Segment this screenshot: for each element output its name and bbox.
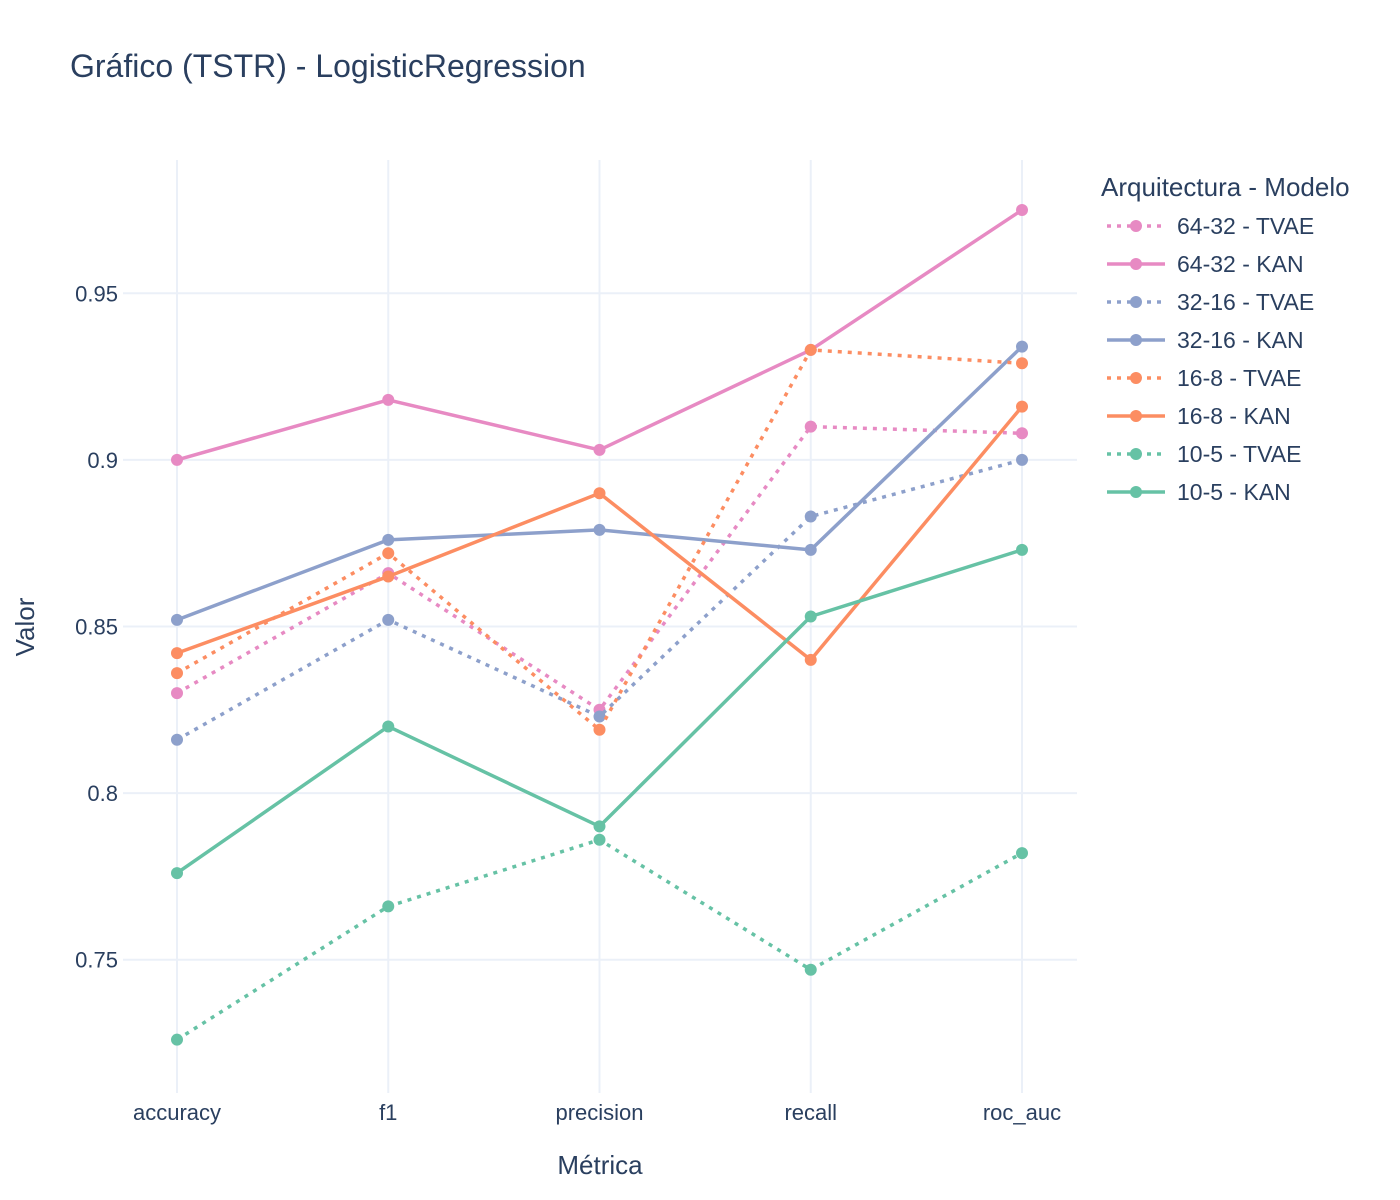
legend-item[interactable]: 16-8 - KAN [1107, 403, 1291, 429]
y-tick-label: 0.95 [75, 281, 118, 306]
data-point [804, 610, 817, 623]
legend-label: 64-32 - TVAE [1177, 213, 1314, 239]
data-point [804, 510, 817, 523]
legend-swatch-marker [1130, 296, 1142, 308]
data-point [804, 343, 817, 356]
data-point [593, 820, 606, 833]
data-point [382, 900, 395, 913]
data-point [171, 687, 183, 700]
y-tick-label: 0.8 [87, 781, 118, 806]
data-point [171, 453, 183, 466]
data-point [382, 720, 395, 733]
x-tick-label: precision [555, 1100, 643, 1125]
data-point [1016, 400, 1028, 413]
legend-swatch-marker [1130, 220, 1142, 232]
series-line [176, 348, 1023, 732]
data-point [804, 420, 817, 433]
legend-swatch-marker [1130, 486, 1142, 498]
x-tick-label: roc_auc [983, 1100, 1061, 1125]
data-point [171, 867, 183, 880]
data-point [1016, 847, 1028, 860]
legend-label: 32-16 - KAN [1177, 327, 1304, 353]
data-point [1016, 427, 1028, 440]
series-16-8-kan [171, 400, 1028, 666]
x-tick-label: recall [784, 1100, 837, 1125]
y-tick-label: 0.9 [87, 448, 118, 473]
legend-swatch-marker [1130, 258, 1142, 270]
data-point [382, 547, 395, 560]
series-line [176, 458, 1023, 742]
data-point [171, 647, 183, 660]
legend-label: 64-32 - KAN [1177, 251, 1304, 277]
x-tick-label: accuracy [133, 1100, 221, 1125]
data-point [593, 523, 606, 536]
x-tick-label: f1 [379, 1100, 397, 1125]
legend-swatch-marker [1130, 372, 1142, 384]
legend-label: 16-8 - TVAE [1177, 365, 1301, 391]
series-32-16-kan [171, 340, 1028, 626]
legend-item[interactable]: 32-16 - TVAE [1107, 289, 1314, 315]
data-point [804, 653, 817, 666]
legend-item[interactable]: 64-32 - KAN [1107, 251, 1304, 277]
data-point [593, 443, 606, 456]
legend-item[interactable]: 16-8 - TVAE [1107, 365, 1301, 391]
data-point [1016, 543, 1028, 556]
legend-label: 16-8 - KAN [1177, 403, 1291, 429]
data-point [171, 733, 183, 746]
axes-layer: accuracy f1 precision recall roc_auc 0.75 0.8 0… [75, 281, 1061, 1125]
legend-item[interactable]: 10-5 - TVAE [1107, 441, 1301, 467]
series-16-8-tvae [171, 343, 1028, 736]
data-point [593, 487, 606, 500]
legend-item[interactable]: 64-32 - TVAE [1107, 213, 1314, 239]
series-layer [171, 203, 1028, 1046]
legend-item[interactable]: 32-16 - KAN [1107, 327, 1304, 353]
data-point [804, 543, 817, 556]
series-line [176, 424, 1023, 712]
legend: Arquitectura - Modelo 64-32 - TVAE 64-32 … [1101, 172, 1350, 505]
legend-label: 32-16 - TVAE [1177, 289, 1314, 315]
data-point [382, 613, 395, 626]
data-point [593, 723, 606, 736]
data-point [1016, 340, 1028, 353]
legend-label: 10-5 - TVAE [1177, 441, 1301, 467]
data-point [382, 533, 395, 546]
data-point [171, 667, 183, 680]
legend-swatch-marker [1130, 448, 1142, 460]
data-point [804, 963, 817, 976]
series-10-5-tvae [171, 833, 1028, 1046]
legend-item[interactable]: 10-5 - KAN [1107, 479, 1291, 505]
data-point [1016, 453, 1028, 466]
grid-layer [123, 160, 1077, 1093]
data-point [1016, 203, 1028, 216]
data-point [593, 710, 606, 723]
data-point [171, 613, 183, 626]
series-32-16-tvae [171, 453, 1028, 746]
legend-label: 10-5 - KAN [1177, 479, 1291, 505]
x-axis-title: Métrica [557, 1150, 643, 1180]
data-point [382, 570, 395, 583]
data-point [1016, 357, 1028, 370]
y-axis-title: Valor [10, 597, 40, 656]
chart-title: Gráfico (TSTR) - LogisticRegression [70, 48, 586, 84]
y-tick-label: 0.85 [75, 615, 118, 640]
legend-swatch-marker [1130, 410, 1142, 422]
data-point [593, 833, 606, 846]
legend-title: Arquitectura - Modelo [1101, 172, 1350, 202]
data-point [171, 1033, 183, 1046]
y-tick-label: 0.75 [75, 948, 118, 973]
legend-swatch-marker [1130, 334, 1142, 346]
series-10-5-kan [171, 543, 1028, 880]
data-point [382, 393, 395, 406]
